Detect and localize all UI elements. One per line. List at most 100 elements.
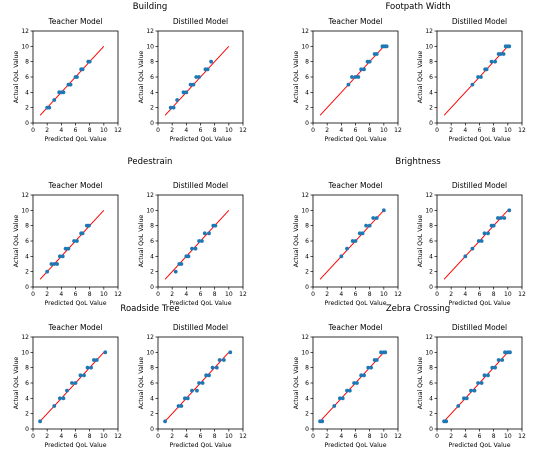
x-tick-label: 2 bbox=[45, 433, 49, 440]
y-tick-label: 8 bbox=[25, 223, 29, 230]
chart-group-4: Roadside Tree Teacher Model 0 2 4 6 8 10 12 0 2 4 6 8… bbox=[13, 304, 247, 449]
y-tick-label: 10 bbox=[146, 349, 154, 356]
data-point bbox=[176, 404, 181, 408]
data-point bbox=[364, 223, 369, 228]
data-point bbox=[200, 381, 205, 385]
data-point bbox=[462, 396, 466, 401]
data-point bbox=[469, 388, 473, 393]
x-tick-label: 8 bbox=[368, 127, 372, 134]
x-tick-label: 8 bbox=[88, 433, 92, 440]
y-tick-label: 10 bbox=[21, 207, 29, 214]
panel-title: Distilled Model bbox=[452, 323, 507, 332]
x-tick-label: 2 bbox=[325, 291, 329, 298]
data-point bbox=[456, 404, 461, 408]
y-tick-label: 2 bbox=[429, 269, 433, 276]
y-tick-label: 6 bbox=[25, 380, 29, 387]
data-point bbox=[68, 82, 73, 87]
y-tick-label: 2 bbox=[305, 269, 309, 276]
data-point bbox=[191, 82, 196, 87]
y-tick-label: 4 bbox=[25, 253, 29, 260]
x-tick-label: 0 bbox=[311, 433, 315, 440]
x-tick-label: 6 bbox=[74, 127, 78, 134]
data-point bbox=[65, 388, 69, 393]
y-tick-label: 8 bbox=[305, 59, 309, 66]
data-point bbox=[463, 254, 468, 259]
data-point bbox=[78, 373, 83, 378]
data-point bbox=[205, 67, 210, 72]
data-point bbox=[486, 231, 490, 236]
data-point bbox=[183, 396, 187, 401]
data-point bbox=[186, 254, 191, 259]
x-tick-label: 12 bbox=[394, 127, 402, 134]
x-tick-label: 8 bbox=[492, 291, 496, 298]
y-tick-label: 0 bbox=[150, 284, 154, 291]
data-point bbox=[347, 388, 352, 393]
y-tick-label: 6 bbox=[25, 238, 29, 245]
x-tick-label: 8 bbox=[492, 127, 496, 134]
data-point bbox=[210, 365, 215, 370]
panel-title: Distilled Model bbox=[173, 323, 228, 332]
data-point bbox=[359, 373, 364, 378]
panel-title: Distilled Model bbox=[452, 17, 507, 26]
reference-line bbox=[39, 209, 105, 280]
x-tick-label: 2 bbox=[170, 127, 174, 134]
y-tick-label: 12 bbox=[425, 334, 433, 341]
data-point bbox=[58, 254, 62, 259]
data-point bbox=[359, 67, 364, 72]
data-point bbox=[367, 59, 372, 64]
data-point bbox=[228, 350, 233, 355]
x-tick-label: 6 bbox=[478, 433, 482, 440]
data-point bbox=[184, 90, 189, 95]
panel-title: Distilled Model bbox=[173, 17, 228, 26]
x-tick-label: 6 bbox=[74, 291, 78, 298]
x-tick-label: 4 bbox=[463, 291, 467, 298]
y-axis-label: Actual QoL Value bbox=[417, 51, 424, 104]
data-point bbox=[72, 239, 76, 243]
x-axis-label: Predicted QoL Value bbox=[448, 300, 510, 307]
data-point bbox=[179, 404, 184, 408]
data-point bbox=[58, 396, 62, 401]
data-point bbox=[190, 246, 194, 251]
data-point bbox=[207, 231, 211, 236]
y-tick-label: 10 bbox=[146, 43, 154, 50]
y-tick-label: 8 bbox=[25, 365, 29, 372]
y-tick-label: 0 bbox=[305, 284, 309, 291]
y-axis-label: Actual QoL Value bbox=[13, 215, 20, 268]
x-tick-label: 2 bbox=[449, 127, 453, 134]
y-tick-label: 8 bbox=[305, 365, 309, 372]
y-tick-label: 8 bbox=[150, 223, 154, 230]
reference-line bbox=[443, 209, 509, 280]
x-tick-label: 4 bbox=[463, 433, 467, 440]
data-point bbox=[200, 239, 204, 243]
x-tick-label: 2 bbox=[449, 433, 453, 440]
y-tick-label: 10 bbox=[425, 207, 433, 214]
data-point bbox=[502, 216, 507, 220]
x-tick-label: 12 bbox=[518, 433, 526, 440]
group-title: Brightness bbox=[395, 157, 441, 167]
y-tick-label: 12 bbox=[21, 192, 29, 199]
data-point bbox=[202, 231, 207, 236]
y-tick-label: 0 bbox=[429, 120, 433, 127]
data-point bbox=[94, 358, 99, 362]
data-point bbox=[476, 75, 480, 79]
x-tick-label: 12 bbox=[518, 127, 526, 134]
y-tick-label: 0 bbox=[429, 426, 433, 433]
data-point bbox=[332, 404, 337, 408]
data-point bbox=[479, 75, 483, 79]
data-point bbox=[374, 358, 379, 362]
data-point bbox=[63, 246, 68, 251]
data-point bbox=[486, 373, 490, 378]
group-title: Building bbox=[133, 2, 167, 12]
x-axis-label: Predicted QoL Value bbox=[324, 442, 386, 449]
data-point bbox=[340, 396, 345, 401]
x-tick-label: 12 bbox=[114, 433, 122, 440]
y-axis-label: Actual QoL Value bbox=[13, 51, 20, 104]
x-tick-label: 2 bbox=[45, 127, 49, 134]
y-axis-label: Actual QoL Value bbox=[138, 215, 145, 268]
data-point bbox=[73, 381, 78, 385]
y-tick-label: 6 bbox=[429, 74, 433, 81]
x-axis-label: Predicted QoL Value bbox=[44, 136, 106, 143]
y-tick-label: 4 bbox=[25, 89, 29, 96]
scatter-panel: Distilled Model 0 2 4 6 8 10 12 0 2 4 6 8 10 12 Predict… bbox=[417, 181, 526, 307]
